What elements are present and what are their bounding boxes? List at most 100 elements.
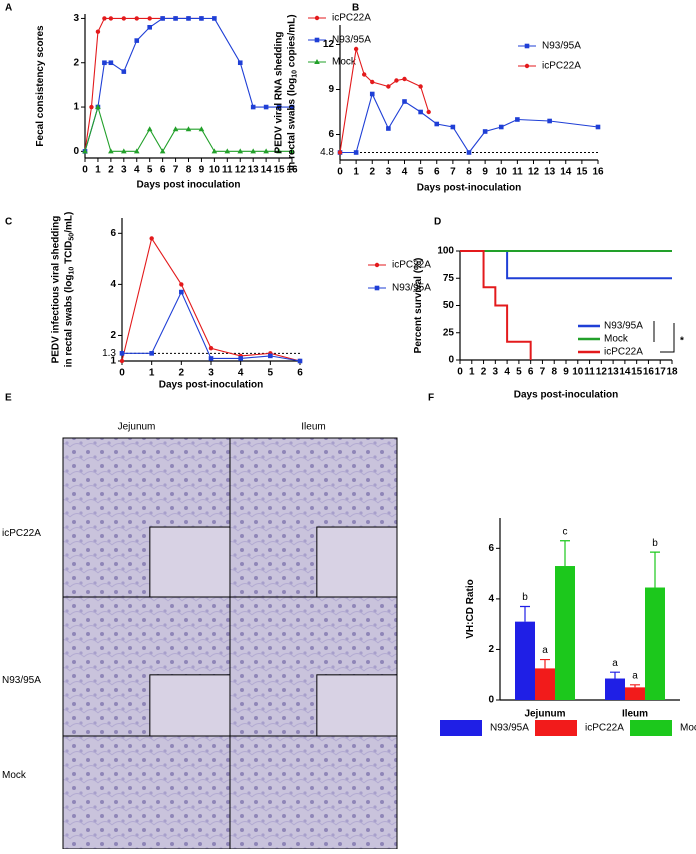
y-axis-label: in rectal swabs (log10 TCID50/mL) bbox=[63, 212, 76, 368]
y-tick-label: 4 bbox=[110, 279, 116, 290]
marker bbox=[208, 346, 214, 351]
label-part: Percent survival (%) bbox=[413, 258, 424, 354]
x-tick-label: 7 bbox=[450, 167, 456, 178]
marker bbox=[208, 356, 214, 361]
marker bbox=[149, 236, 154, 241]
x-axis-label: Days post-inoculation bbox=[159, 380, 263, 391]
row-label: icPC22A bbox=[2, 528, 41, 539]
marker bbox=[276, 148, 282, 154]
x-tick-label: 18 bbox=[666, 367, 678, 378]
marker bbox=[361, 72, 367, 77]
marker bbox=[199, 16, 204, 21]
label-part: 10 bbox=[292, 70, 299, 78]
y-tick-label: 0 bbox=[73, 146, 79, 157]
x-tick-label: 14 bbox=[619, 367, 631, 378]
x-tick-label: 9 bbox=[563, 367, 569, 378]
histology-image bbox=[62, 735, 231, 850]
marker bbox=[263, 148, 269, 154]
marker bbox=[402, 99, 407, 104]
label-part: in rectal swabs (log bbox=[286, 78, 297, 171]
x-tick-label: 5 bbox=[418, 167, 424, 178]
category-label: Ileum bbox=[622, 709, 648, 720]
x-tick-label: 17 bbox=[655, 367, 667, 378]
row-label: Mock bbox=[2, 770, 27, 781]
marker bbox=[134, 16, 139, 21]
marker bbox=[237, 60, 243, 66]
x-tick-label: 2 bbox=[369, 167, 375, 178]
x-tick-label: 11 bbox=[222, 165, 233, 176]
legend-label: N93/95A bbox=[332, 35, 371, 46]
x-tick-label: 1 bbox=[353, 167, 359, 178]
x-tick-label: 16 bbox=[643, 367, 655, 378]
x-tick-label: 0 bbox=[457, 367, 463, 378]
marker bbox=[212, 16, 217, 21]
x-tick-label: 10 bbox=[209, 165, 221, 176]
x-tick-label: 3 bbox=[386, 167, 392, 178]
marker bbox=[211, 148, 218, 154]
panel-label: C bbox=[5, 217, 12, 228]
label-part: /mL) bbox=[63, 212, 74, 233]
y-tick-label: 9 bbox=[328, 84, 334, 95]
marker bbox=[95, 104, 101, 110]
x-tick-label: 0 bbox=[82, 165, 88, 176]
y-tick-label: 25 bbox=[443, 327, 455, 338]
panel-label: D bbox=[434, 217, 441, 228]
y-tick-label: 3 bbox=[73, 13, 79, 24]
legend-label: N93/95A bbox=[542, 41, 581, 52]
x-tick-label: 16 bbox=[592, 167, 604, 178]
x-tick-label: 7 bbox=[173, 165, 179, 176]
legend-label: icPC22A bbox=[585, 723, 624, 734]
x-tick-label: 8 bbox=[186, 165, 192, 176]
marker bbox=[147, 24, 152, 30]
inset-image bbox=[149, 526, 231, 598]
marker bbox=[173, 16, 178, 21]
legend-marker bbox=[524, 43, 530, 49]
legend-marker bbox=[374, 285, 380, 291]
significance: * bbox=[680, 336, 684, 347]
marker bbox=[353, 150, 359, 155]
legend-label: icPC22A bbox=[332, 13, 371, 24]
legend-swatch bbox=[630, 720, 672, 736]
marker bbox=[95, 29, 101, 34]
marker bbox=[224, 148, 231, 154]
y-tick-label: 6 bbox=[110, 228, 116, 239]
x-axis-label: Days post-inoculation bbox=[417, 183, 521, 194]
marker bbox=[547, 118, 552, 124]
error-bar bbox=[560, 540, 570, 567]
x-tick-label: 3 bbox=[121, 165, 127, 176]
x-tick-label: 0 bbox=[119, 368, 125, 379]
x-tick-label: 5 bbox=[147, 165, 153, 176]
survival-curve bbox=[460, 250, 672, 280]
label-part: PEDV infectious viral shedding bbox=[50, 216, 61, 364]
x-tick-label: 11 bbox=[512, 167, 523, 178]
bar bbox=[625, 687, 645, 700]
x-tick-label: 8 bbox=[466, 167, 472, 178]
marker bbox=[121, 148, 127, 154]
bracket bbox=[660, 323, 675, 353]
x-tick-label: 6 bbox=[297, 368, 303, 379]
legend-swatch bbox=[440, 720, 482, 736]
legend-label: icPC22A bbox=[604, 347, 643, 358]
series-line bbox=[84, 17, 292, 152]
marker bbox=[121, 16, 127, 21]
x-tick-label: 10 bbox=[496, 167, 508, 178]
series-line bbox=[121, 237, 301, 362]
marker bbox=[386, 84, 391, 89]
y-axis-label: Fecal consistency scores bbox=[35, 25, 46, 147]
label-part: in rectal swabs (log bbox=[63, 275, 74, 368]
x-tick-label: 9 bbox=[482, 167, 488, 178]
y-tick-label: 2 bbox=[73, 57, 79, 68]
marker bbox=[482, 129, 488, 134]
significance-letter: a bbox=[612, 658, 618, 669]
label-part: 10 bbox=[69, 267, 76, 275]
x-tick-label: 12 bbox=[235, 165, 247, 176]
x-tick-label: 4 bbox=[134, 165, 140, 176]
x-tick-label: 13 bbox=[608, 367, 620, 378]
x-tick-label: 9 bbox=[199, 165, 205, 176]
legend-label: N93/95A bbox=[392, 283, 431, 294]
x-tick-label: 8 bbox=[551, 367, 557, 378]
panel-label: B bbox=[352, 3, 359, 14]
marker bbox=[102, 60, 107, 66]
y-tick-label: 4 bbox=[488, 594, 494, 605]
